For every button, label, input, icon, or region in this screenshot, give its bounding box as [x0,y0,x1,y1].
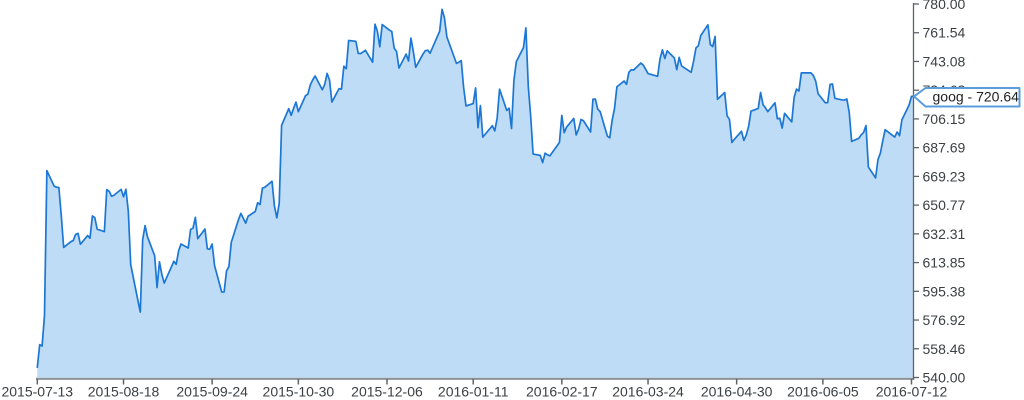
y-axis-labels: 540.00 558.46 576.92 595.38 613.85 632.31 650.… [923,0,966,386]
last-price-tooltip: goog - 720.64 [913,87,1021,108]
x-tick-label: 2016-01-11 [438,384,509,400]
x-tick-label: 2015-08-18 [88,384,160,400]
x-tick-label: 2015-10-30 [263,384,335,400]
y-tick-label: 780.00 [923,0,966,12]
x-tick-label: 2016-03-24 [612,384,684,400]
y-tick-label: 761.54 [923,25,966,41]
y-tick-label: 743.08 [923,53,966,69]
y-tick-label: 613.85 [923,255,966,271]
tooltip-callout-bubble [913,87,1021,108]
y-tick-label: 632.31 [923,226,966,242]
x-tick-label: 2016-04-30 [701,384,773,400]
x-tick-label: 2015-07-13 [1,384,73,400]
y-tick-label: 595.38 [923,283,966,299]
tooltip-label: goog - 720.64 [933,89,1020,105]
y-tick-label: 576.92 [923,312,966,328]
x-axis-ticks [36,379,913,385]
x-tick-label: 2016-02-17 [526,384,598,400]
y-tick-label: 540.00 [923,370,966,386]
y-axis-ticks [913,3,919,379]
y-tick-label: 706.15 [923,111,966,127]
price-line[interactable] [36,8,915,369]
y-tick-label: 669.23 [923,168,966,184]
y-tick-label: 650.77 [923,197,966,213]
x-tick-label: 2015-09-24 [176,384,248,400]
x-tick-label: 2016-06-05 [787,384,859,400]
x-axis-labels: 2015-07-13 2015-08-18 2015-09-24 2015-10-30… [1,384,947,400]
price-area-fill [37,9,914,378]
x-tick-label: 2015-12-06 [351,384,423,400]
x-tick-label: 2016-07-12 [876,384,948,400]
y-tick-label: 558.46 [923,341,966,357]
y-tick-label: 687.69 [923,140,966,156]
